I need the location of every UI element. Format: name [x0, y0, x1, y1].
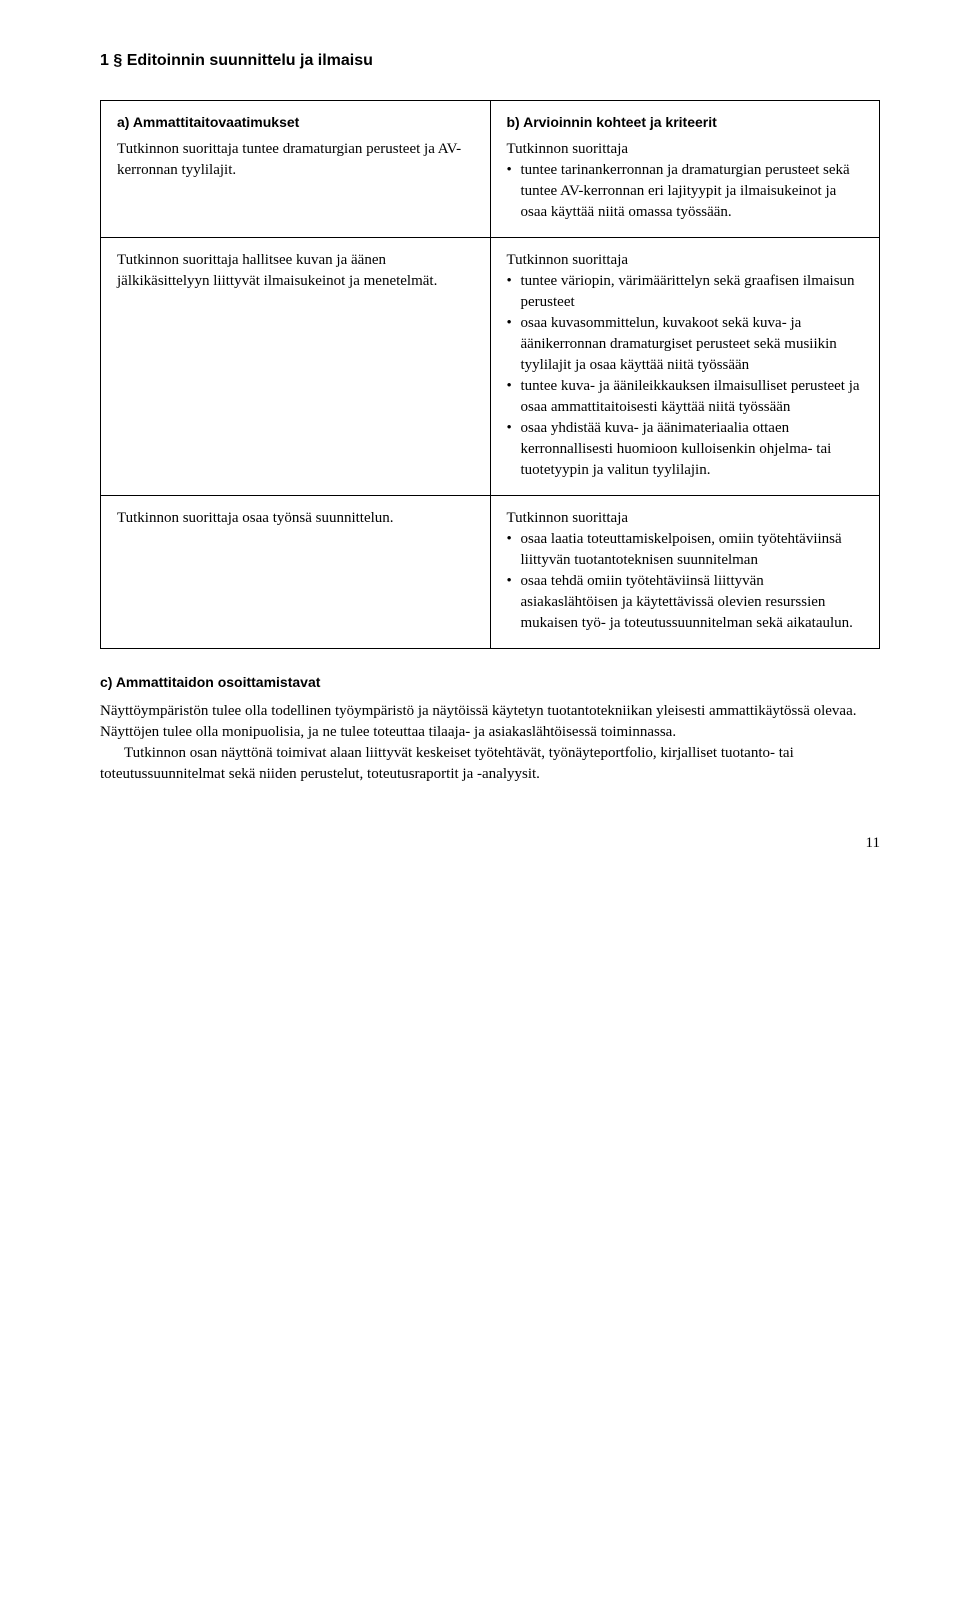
requirement-text: Tutkinnon suorittaja tuntee dramaturgian…	[117, 139, 474, 181]
requirement-text: Tutkinnon suorittaja osaa työnsä suunnit…	[117, 508, 474, 529]
page-number: 11	[100, 833, 880, 854]
criteria-item: osaa tehdä omiin työtehtäviinsä liittyvä…	[507, 571, 864, 634]
cell-b: Tutkinnon suorittaja tuntee väriopin, vä…	[490, 237, 880, 495]
criteria-item: osaa yhdistää kuva- ja äänimateriaalia o…	[507, 418, 864, 481]
table-row: Tutkinnon suorittaja osaa työnsä suunnit…	[101, 495, 880, 648]
cell-a: a) Ammattitaitovaatimukset Tutkinnon suo…	[101, 101, 491, 238]
criteria-item: osaa kuvasommittelun, kuvakoot sekä kuva…	[507, 313, 864, 376]
cell-a: Tutkinnon suorittaja osaa työnsä suunnit…	[101, 495, 491, 648]
table-row: Tutkinnon suorittaja hallitsee kuvan ja …	[101, 237, 880, 495]
criteria-item: tuntee tarinankerronnan ja dramaturgian …	[507, 160, 864, 223]
criteria-list: tuntee tarinankerronnan ja dramaturgian …	[507, 160, 864, 223]
criteria-item: tuntee väriopin, värimäärittelyn sekä gr…	[507, 271, 864, 313]
requirement-text: Tutkinnon suorittaja hallitsee kuvan ja …	[117, 250, 474, 292]
heading-a: a) Ammattitaitovaatimukset	[117, 113, 474, 133]
section-title: 1 § Editoinnin suunnittelu ja ilmaisu	[100, 50, 880, 72]
requirements-table: a) Ammattitaitovaatimukset Tutkinnon suo…	[100, 100, 880, 649]
criteria-item: osaa laatia toteuttamiskelpoisen, omiin …	[507, 529, 864, 571]
cell-b: b) Arvioinnin kohteet ja kriteerit Tutki…	[490, 101, 880, 238]
cell-b: Tutkinnon suorittaja osaa laatia toteutt…	[490, 495, 880, 648]
heading-b: b) Arvioinnin kohteet ja kriteerit	[507, 113, 864, 133]
cell-a: Tutkinnon suorittaja hallitsee kuvan ja …	[101, 237, 491, 495]
body-paragraph: Tutkinnon osan näyttönä toimivat alaan l…	[100, 743, 880, 785]
criteria-lead: Tutkinnon suorittaja	[507, 508, 864, 529]
criteria-list: osaa laatia toteuttamiskelpoisen, omiin …	[507, 529, 864, 634]
criteria-item: tuntee kuva- ja äänileikkauksen ilmaisul…	[507, 376, 864, 418]
criteria-lead: Tutkinnon suorittaja	[507, 250, 864, 271]
criteria-lead: Tutkinnon suorittaja	[507, 139, 864, 160]
table-row: a) Ammattitaitovaatimukset Tutkinnon suo…	[101, 101, 880, 238]
criteria-list: tuntee väriopin, värimäärittelyn sekä gr…	[507, 271, 864, 481]
body-paragraph: Näyttöympäristön tulee olla todellinen t…	[100, 701, 880, 743]
heading-c: c) Ammattitaidon osoittamistavat	[100, 673, 880, 693]
